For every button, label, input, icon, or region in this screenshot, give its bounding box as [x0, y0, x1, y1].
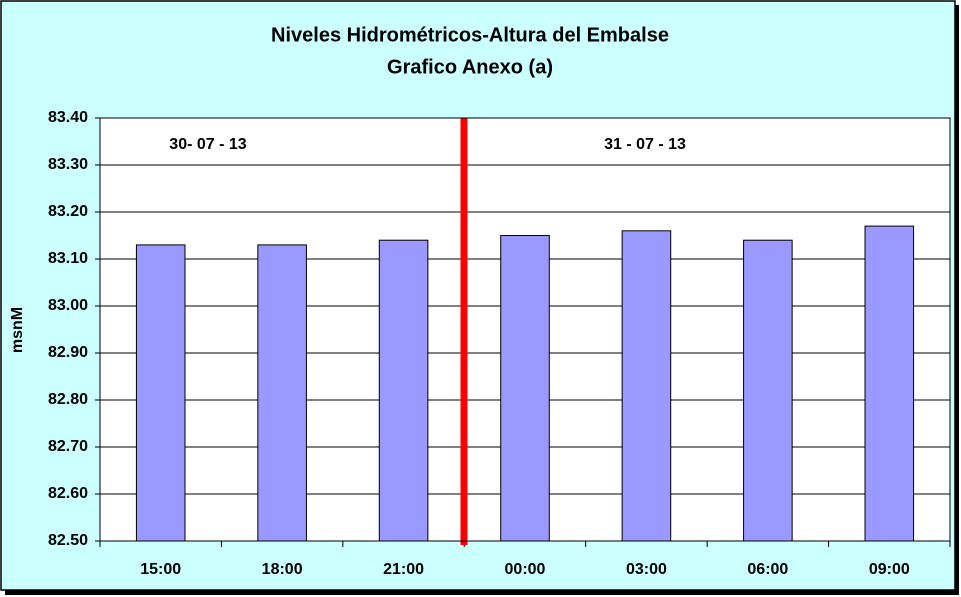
x-tick-label: 00:00: [505, 561, 546, 578]
annotation: 30- 07 - 13: [169, 136, 246, 153]
x-tick-label: 09:00: [869, 561, 910, 578]
bar: [257, 244, 307, 542]
x-tick-label: 15:00: [140, 561, 181, 578]
x-tick-label: 21:00: [383, 561, 424, 578]
chart-title: Niveles Hidrométricos-Altura del Embalse: [271, 24, 669, 46]
y-tick-label: 83.00: [48, 297, 88, 314]
y-tick-label: 82.70: [48, 438, 88, 455]
x-tick-label: 06:00: [747, 561, 788, 578]
bar: [378, 239, 429, 542]
y-axis-label: msnM: [9, 307, 26, 353]
bar: [621, 230, 672, 542]
x-tick-label: 03:00: [626, 561, 667, 578]
y-tick-label: 82.80: [48, 391, 88, 408]
y-tick-label: 82.90: [48, 344, 88, 361]
y-tick-label: 83.30: [48, 156, 88, 173]
plot-border: [99, 117, 951, 542]
y-tick-label: 83.20: [48, 203, 88, 220]
bar: [864, 225, 915, 542]
bar: [743, 239, 793, 542]
chart-subtitle: Grafico Anexo (a): [387, 56, 553, 78]
bar: [135, 244, 186, 542]
y-tick-label: 83.40: [48, 109, 88, 126]
bar: [500, 235, 550, 542]
y-tick-label: 82.50: [48, 532, 88, 549]
y-tick-label: 83.10: [48, 250, 88, 267]
y-tick-label: 82.60: [48, 485, 88, 502]
x-tick-label: 18:00: [262, 561, 303, 578]
annotation: 31 - 07 - 13: [604, 136, 686, 153]
